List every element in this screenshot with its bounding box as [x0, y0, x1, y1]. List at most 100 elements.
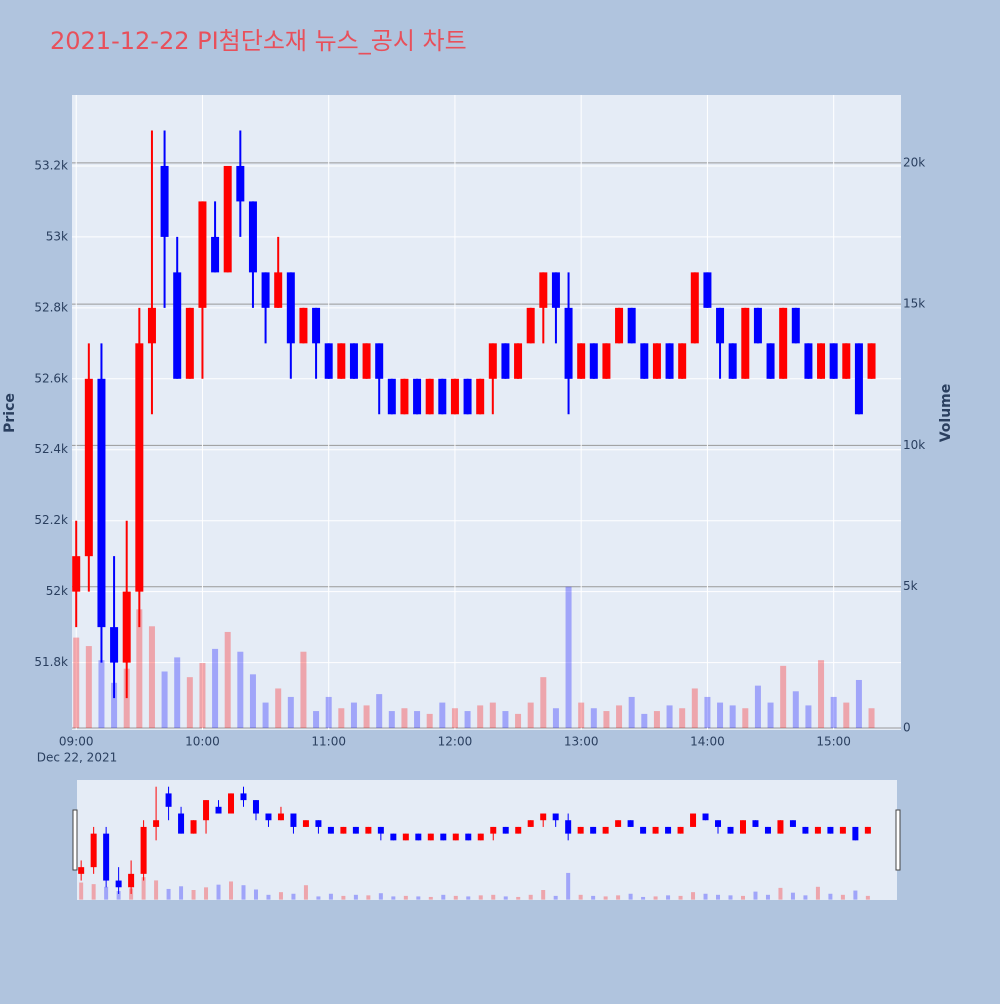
rangeslider-body — [365, 826, 372, 834]
rangeslider-body — [665, 826, 672, 834]
candle-body — [349, 343, 358, 379]
y2-axis-title: Volume — [938, 384, 954, 443]
rangeslider-body — [552, 813, 559, 821]
rangeslider-volume — [566, 872, 571, 900]
rangeslider-volume — [666, 895, 671, 900]
volume-bar — [451, 708, 458, 729]
date-label: Dec 22, 2021 — [37, 751, 117, 765]
rangeslider-volume — [79, 882, 84, 900]
candle-body — [299, 307, 308, 344]
volume-bar — [818, 660, 825, 729]
rangeslider-volume — [828, 893, 833, 900]
rangeslider-body — [215, 806, 222, 814]
volume-bar — [161, 671, 168, 729]
rangeslider-volume — [541, 890, 546, 900]
volume-bar — [262, 702, 269, 729]
volume-bar — [186, 677, 193, 729]
rangeslider-body — [527, 820, 534, 827]
candle-body — [564, 307, 573, 379]
rangeslider-body — [652, 826, 659, 834]
rangeslider-body — [315, 820, 322, 827]
volume-bar — [590, 708, 597, 729]
rangeslider-body — [240, 793, 247, 801]
rangeslider-volume — [678, 895, 683, 900]
rangeslider-body — [178, 813, 185, 834]
rangeslider-body — [290, 813, 297, 827]
candle-body — [463, 378, 472, 415]
volume-bar — [603, 711, 610, 729]
volume-bar — [212, 648, 219, 729]
y-tick-label: 53.2k — [34, 158, 68, 172]
x-tick-label: 09:00 — [59, 735, 94, 749]
rangeslider-volume — [253, 889, 258, 900]
rangeslider-body — [827, 826, 834, 834]
candle-body — [198, 201, 207, 308]
candle-body — [741, 307, 750, 379]
rangeslider-volume — [516, 896, 521, 900]
candle-body — [817, 343, 826, 379]
volume-bar — [691, 688, 698, 729]
rangeslider-body — [477, 833, 484, 841]
volume-bar — [489, 702, 496, 729]
rangeslider-body — [440, 833, 447, 841]
volume-bar — [616, 705, 623, 729]
volume-bar — [830, 696, 837, 729]
rangeslider-body — [490, 826, 497, 834]
rangeslider-volume — [591, 895, 596, 900]
candle-body — [425, 378, 434, 415]
candle-body — [779, 307, 788, 379]
y2-tick-label: 15k — [903, 297, 925, 311]
x-tick-label: 13:00 — [564, 735, 599, 749]
rangeslider-volume — [91, 884, 96, 900]
volume-bar — [338, 708, 345, 729]
rangeslider-body — [302, 820, 309, 827]
candle-body — [400, 378, 409, 415]
rangeslider-body — [352, 826, 359, 834]
volume-bar — [148, 626, 155, 729]
rangeslider-volume — [328, 893, 333, 900]
candle-body — [766, 343, 775, 379]
rangeslider-volume — [428, 896, 433, 900]
rangeslider-body — [802, 826, 809, 834]
x-tick-label: 12:00 — [438, 735, 473, 749]
volume-bar — [464, 711, 471, 729]
y-tick-label: 52.6k — [34, 371, 68, 385]
candle-body — [488, 343, 497, 379]
candle-body — [223, 165, 232, 273]
y2-tick-label: 5k — [903, 579, 918, 593]
rangeslider-handle[interactable] — [895, 809, 901, 871]
rangeslider-volume — [166, 888, 171, 900]
y-tick-label: 52.2k — [34, 513, 68, 527]
rangeslider-body — [140, 826, 147, 874]
y-axis-title: Price — [2, 393, 18, 433]
rangeslider-body — [190, 820, 197, 834]
volume-bar — [855, 679, 862, 729]
candle-body — [867, 343, 876, 379]
candle-body — [476, 378, 485, 415]
rangeslider-volume — [303, 885, 308, 900]
candle-body — [640, 343, 649, 379]
volume-bar — [325, 696, 332, 729]
candle-body — [248, 201, 257, 273]
candle-body — [211, 236, 220, 273]
rangeslider-body — [377, 826, 384, 834]
candle-body — [791, 307, 800, 344]
rangeslider-volume — [753, 891, 758, 900]
rangeslider-volume — [778, 887, 783, 900]
volume-bar — [578, 702, 585, 729]
rangeslider-body — [128, 873, 135, 888]
candle-body — [312, 307, 321, 344]
rangeslider-volume — [216, 884, 221, 900]
rangeslider-body — [615, 820, 622, 827]
volume-bar — [350, 702, 357, 729]
rangeslider-volume — [104, 886, 109, 900]
volume-bar — [363, 705, 370, 729]
rangeslider-body — [277, 813, 284, 821]
rangeslider[interactable] — [77, 780, 897, 900]
rangeslider-handle[interactable] — [72, 809, 78, 871]
rangeslider-volume — [628, 893, 633, 900]
rangeslider-body — [452, 833, 459, 841]
rangeslider-volume — [353, 894, 358, 900]
rangeslider-volume — [278, 892, 283, 900]
